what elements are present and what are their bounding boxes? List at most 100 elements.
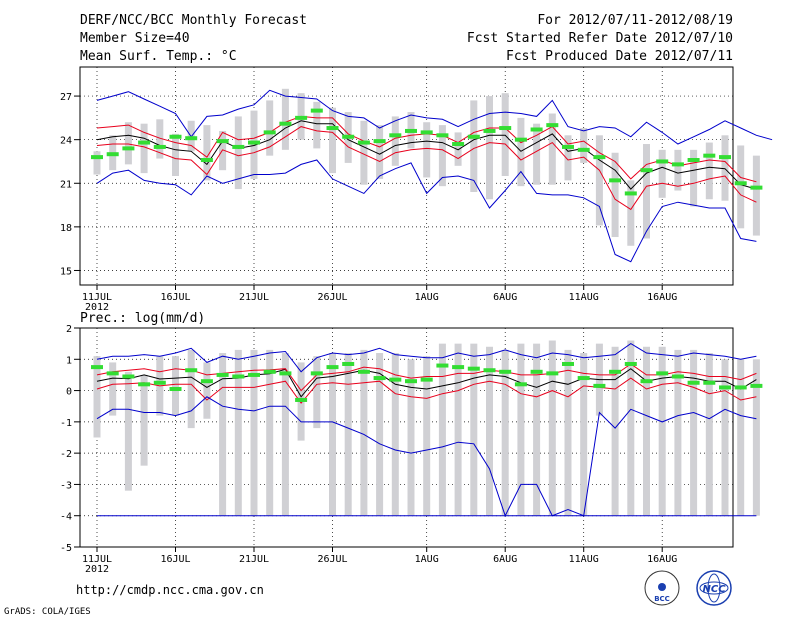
precipitation-range-bar xyxy=(344,353,352,516)
precipitation-observed-marker xyxy=(342,361,355,366)
temperature-range-bar xyxy=(313,101,321,149)
precipitation-observed-marker xyxy=(263,369,276,374)
temperature-ytick-label: 27 xyxy=(60,92,72,103)
temperature-ytick-label: 18 xyxy=(60,223,72,234)
precipitation-observed-marker xyxy=(656,371,669,376)
temperature-range-bar xyxy=(156,119,164,159)
precipitation-range-bar xyxy=(313,356,321,429)
precipitation-observed-marker xyxy=(248,372,260,377)
temperature-xtick-label: 6AUG xyxy=(493,292,517,303)
temperature-xtick-label: 1AUG xyxy=(415,292,439,303)
precipitation-observed-marker xyxy=(169,387,182,392)
temperature-observed-marker xyxy=(279,121,292,126)
precipitation-year-label: 2012 xyxy=(85,564,109,575)
precipitation-range-bar xyxy=(721,359,729,516)
temperature-panel-frame xyxy=(79,66,734,286)
source-url[interactable]: http://cmdp.ncc.cma.gov.cn xyxy=(76,583,264,597)
precipitation-range-bar xyxy=(172,356,179,416)
precipitation-range-bar xyxy=(140,374,148,466)
precipitation-observed-marker xyxy=(499,369,512,374)
temperature-range-bar xyxy=(360,120,368,185)
precipitation-observed-marker xyxy=(185,368,198,373)
forecast-period-label: For 2012/07/11-2012/08/19 xyxy=(537,13,733,28)
precipitation-observed-marker xyxy=(483,368,496,373)
temperature-range-bar xyxy=(721,135,729,201)
temperature-range-bar xyxy=(690,149,698,207)
temperature-lower-outer-line xyxy=(96,159,757,263)
precipitation-observed-marker xyxy=(703,380,716,385)
figure-title: DERF/NCC/BCC Monthly Forecast xyxy=(80,13,307,28)
precipitation-observed-marker xyxy=(420,377,433,382)
temperature-range-bar xyxy=(93,151,101,175)
temperature-observed-marker xyxy=(373,139,386,144)
temperature-observed-marker xyxy=(703,153,716,158)
precipitation-ytick-label: -1 xyxy=(60,418,72,429)
precipitation-range-bar xyxy=(329,353,336,516)
precipitation-ytick-label: 2 xyxy=(66,324,72,335)
precipitation-observed-marker xyxy=(279,371,292,376)
precipitation-range-bar xyxy=(470,343,478,516)
temperature-observed-marker xyxy=(640,168,653,173)
temperature-observed-marker xyxy=(562,144,574,149)
precipitation-range-bar xyxy=(705,353,713,516)
temperature-observed-marker xyxy=(122,146,135,151)
precipitation-range-bar xyxy=(438,343,446,516)
temperature-observed-marker xyxy=(342,134,355,139)
precipitation-range-bar xyxy=(533,343,541,516)
temperature-observed-marker xyxy=(357,140,370,145)
start-date-label: Fcst Started Refer Date 2012/07/10 xyxy=(467,31,733,46)
temperature-year-label: 2012 xyxy=(85,302,109,313)
precipitation-upper-outer-line xyxy=(96,343,757,373)
precipitation-range-bar xyxy=(407,359,415,516)
temperature-observed-marker xyxy=(687,158,700,163)
temperature-range-bar xyxy=(203,125,211,181)
precipitation-range-bar xyxy=(109,362,117,416)
temperature-range-bar xyxy=(627,180,635,246)
grads-credit: GrADS: COLA/IGES xyxy=(4,607,91,617)
temperature-range-bar xyxy=(705,142,713,200)
precipitation-ytick-label: -3 xyxy=(60,480,72,491)
precipitation-observed-marker xyxy=(671,374,684,379)
precipitation-range-bar xyxy=(548,340,556,516)
temperature-range-bar xyxy=(611,152,619,238)
temperature-observed-marker xyxy=(185,136,198,141)
precipitation-range-bar xyxy=(219,353,227,516)
ncc-logo-text: NCC xyxy=(702,584,726,595)
temperature-observed-marker xyxy=(671,162,684,167)
precipitation-range-bar xyxy=(737,359,745,516)
temperature-observed-marker xyxy=(295,115,308,120)
temperature-observed-marker xyxy=(546,123,559,128)
precipitation-range-bar xyxy=(124,371,132,491)
temperature-range-bar xyxy=(533,123,541,185)
temperature-range-bar xyxy=(737,145,745,229)
precipitation-ytick-label: -5 xyxy=(60,543,72,554)
temperature-observed-marker xyxy=(232,144,245,149)
temperature-observed-marker xyxy=(656,159,669,164)
precipitation-observed-marker xyxy=(562,361,574,366)
temperature-ytick-label: 15 xyxy=(60,266,72,277)
temperature-observed-marker xyxy=(499,126,512,131)
temperature-observed-marker xyxy=(153,144,166,149)
temperature-range-bar xyxy=(564,135,572,181)
temperature-observed-marker xyxy=(138,140,151,145)
temperature-observed-marker xyxy=(577,147,590,152)
temperature-observed-marker xyxy=(169,134,182,139)
precipitation-observed-marker xyxy=(122,374,135,379)
temperature-observed-marker xyxy=(200,158,213,163)
precipitation-range-bar xyxy=(690,349,698,516)
precipitation-range-bar xyxy=(93,356,101,438)
precipitation-observed-marker xyxy=(750,383,763,388)
precipitation-observed-marker xyxy=(373,376,386,381)
temperature-range-bar xyxy=(517,117,525,187)
temperature-panel: 15 18 21 24 27 11JUL 16JUL 21JUL 26JUL 1AUG 6AUG 11… xyxy=(60,66,773,313)
precipitation-range-bar xyxy=(281,353,289,516)
precipitation-observed-marker xyxy=(405,379,417,384)
precipitation-observed-marker xyxy=(326,365,339,370)
precipitation-xtick-label: 21JUL xyxy=(239,554,269,565)
precipitation-upper-inner-line xyxy=(96,363,757,392)
precipitation-range-bar xyxy=(658,346,666,516)
temperature-xtick-label: 16AUG xyxy=(647,292,677,303)
precipitation-xtick-label: 11AUG xyxy=(569,554,599,565)
precipitation-range-bar xyxy=(611,346,619,516)
precipitation-panel-frame xyxy=(79,327,734,548)
